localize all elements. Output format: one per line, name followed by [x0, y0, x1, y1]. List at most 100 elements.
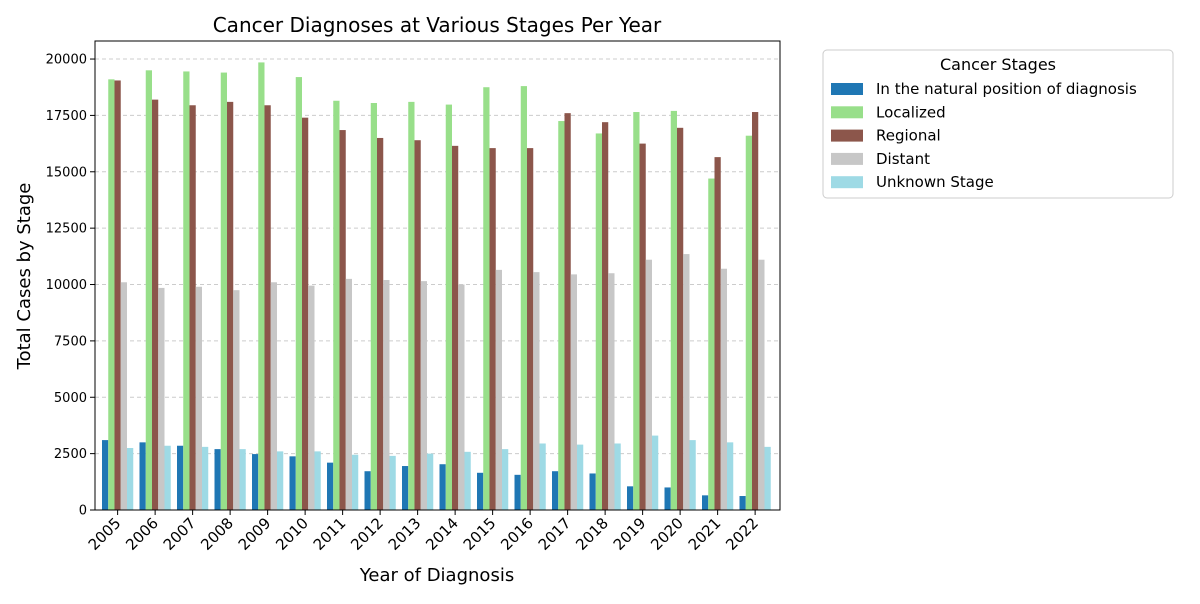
bar: [402, 466, 409, 510]
bar: [164, 445, 171, 510]
bar: [102, 440, 109, 510]
bar: [127, 447, 134, 510]
bar: [339, 130, 346, 510]
bar: [352, 454, 359, 510]
legend-label: Regional: [876, 127, 941, 145]
legend-swatch: [831, 176, 863, 189]
bar: [514, 474, 521, 510]
y-tick-label: 15000: [46, 165, 87, 180]
bar: [720, 268, 727, 510]
bar: [464, 451, 471, 510]
x-tick-label: 2015: [460, 514, 500, 554]
bar: [495, 269, 502, 510]
bar: [539, 443, 546, 510]
bar: [533, 272, 540, 510]
y-tick-label: 17500: [46, 109, 87, 124]
x-tick-label: 2020: [647, 514, 687, 554]
x-tick-label: 2012: [347, 514, 387, 554]
bar: [752, 112, 759, 511]
bar: [670, 110, 677, 510]
x-tick-label: 2016: [497, 514, 537, 554]
legend: Cancer Stages In the natural position of…: [822, 49, 1174, 199]
bar: [745, 135, 752, 511]
bar: [570, 274, 577, 510]
bar: [408, 101, 415, 510]
bar: [239, 449, 246, 510]
x-tick-label: 2005: [85, 514, 125, 554]
y-tick-label: 2500: [54, 447, 87, 462]
y-tick-label: 7500: [54, 334, 87, 349]
bar: [120, 282, 127, 510]
bar: [345, 278, 352, 510]
bar: [158, 287, 165, 510]
bar: [652, 435, 659, 510]
bar: [227, 101, 234, 510]
bar: [277, 451, 284, 510]
x-tick-label: 2019: [610, 514, 650, 554]
bar: [595, 133, 602, 510]
bar: [602, 122, 609, 510]
y-tick-label: 5000: [54, 391, 87, 406]
bars: [102, 62, 771, 511]
bar: [314, 451, 321, 510]
bar: [195, 286, 202, 510]
bar: [389, 455, 396, 510]
bar: [683, 254, 690, 510]
bar: [627, 486, 634, 510]
bar: [302, 117, 309, 511]
bar: [333, 100, 340, 510]
bar: [633, 112, 640, 511]
x-axis-label: Year of Diagnosis: [359, 565, 514, 586]
bar: [258, 62, 265, 510]
x-tick-label: 2006: [122, 514, 162, 554]
legend-frame: [822, 49, 1174, 199]
bar: [202, 446, 209, 510]
legend-title: Cancer Stages: [940, 55, 1056, 74]
x-tick-label: 2010: [272, 514, 312, 554]
bar: [527, 148, 534, 510]
y-tick-label: 20000: [46, 53, 87, 68]
x-tick-label: 2011: [310, 514, 350, 554]
x-tick-label: 2007: [160, 514, 200, 554]
chart-title: Cancer Diagnoses at Various Stages Per Y…: [213, 13, 662, 37]
bar: [714, 157, 721, 510]
bar: [708, 178, 715, 510]
bar: [152, 99, 159, 510]
bar: [608, 273, 615, 510]
bar: [252, 454, 259, 510]
bar: [758, 259, 765, 510]
plot-frame: [94, 40, 781, 511]
bar: [589, 473, 596, 510]
legend-items: In the natural position of diagnosis Loca…: [831, 80, 1137, 191]
bar: [439, 464, 446, 510]
bar: [114, 80, 121, 510]
bar: [645, 259, 652, 510]
legend-label: Distant: [876, 150, 930, 168]
bar: [177, 445, 184, 510]
legend-swatch: [831, 106, 863, 119]
x-tick-label: 2021: [685, 514, 725, 554]
bar: [664, 487, 671, 510]
bar: [420, 281, 427, 510]
grid-lines: [95, 58, 780, 511]
y-axis-label: Total Cases by Stage: [14, 183, 35, 371]
x-tick-label: 2017: [535, 514, 575, 554]
legend-swatch: [831, 129, 863, 142]
bar: [264, 105, 271, 510]
bar: [702, 495, 709, 510]
bar: [308, 285, 315, 510]
bar: [614, 443, 621, 510]
legend-label: Localized: [876, 103, 946, 121]
bar: [370, 103, 377, 511]
bar: [183, 71, 190, 510]
bar: [108, 79, 115, 511]
x-tick-label: 2013: [385, 514, 425, 554]
bar: [520, 86, 527, 510]
x-tick-label: 2018: [572, 514, 612, 554]
bar: [445, 104, 452, 511]
bar: [689, 440, 696, 510]
bar: [489, 148, 496, 510]
bar: [414, 140, 421, 510]
